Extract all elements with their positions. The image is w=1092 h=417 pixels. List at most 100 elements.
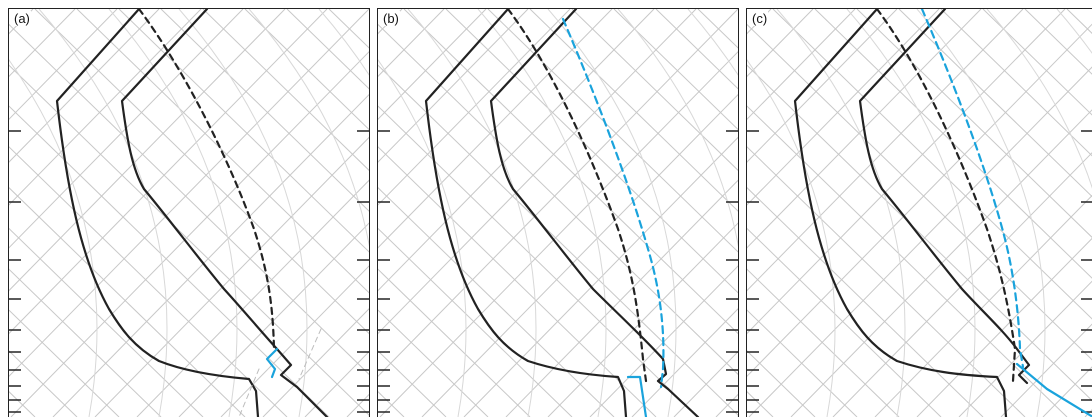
moist-adiabat-curve (687, 9, 738, 76)
isotherm-line (136, 179, 369, 417)
adiabat-line (655, 9, 738, 90)
faint-dashed-guide (298, 328, 322, 380)
isotherm-line (747, 9, 982, 249)
adiabat-line (378, 187, 615, 417)
isotherm-line (9, 9, 244, 249)
adiabat-line (9, 187, 246, 417)
adiabat-line (613, 9, 738, 131)
adiabat-line (747, 23, 1092, 361)
isotherm-line (378, 9, 445, 78)
adiabat-line (898, 9, 1092, 198)
isotherm-line (874, 194, 1092, 417)
temperature-profile (489, 9, 700, 417)
moist-adiabat-curve (916, 9, 1046, 417)
background-grid (378, 9, 738, 417)
moist-adiabat-curve (108, 9, 238, 417)
isotherm-line (547, 222, 738, 417)
isotherm-line (9, 9, 369, 377)
isotherm-line (631, 308, 738, 417)
panel-label-a: (a) (13, 11, 31, 26)
moist-adiabat-curve (747, 59, 836, 417)
adiabat-line (9, 268, 162, 417)
moist-adiabat-curve (477, 9, 607, 417)
adiabat-line (982, 9, 1092, 116)
isotherm-line (378, 9, 655, 292)
isotherm-line (9, 9, 286, 292)
panel-c: (c) (746, 8, 1092, 417)
moist-adiabat-curve (617, 9, 738, 417)
isotherm-line (378, 9, 738, 377)
adiabat-line (529, 9, 738, 212)
isotherm-line (378, 9, 571, 206)
parcel-path-dashed (506, 9, 648, 383)
isotherm-line (9, 9, 160, 163)
adiabat-line (9, 227, 204, 417)
adiabat-line (9, 309, 120, 417)
background-grid (9, 9, 369, 417)
isotherm-line (9, 9, 328, 335)
adiabat-line (487, 9, 738, 253)
adiabat-line (856, 9, 1092, 238)
adiabat-line (160, 9, 369, 212)
adiabat-line (244, 9, 369, 131)
dewpoint-profile (793, 9, 1008, 417)
dewpoint-profile (55, 9, 260, 417)
adiabat-line (747, 187, 984, 417)
adiabat-line (747, 391, 774, 417)
isotherm-line (378, 9, 529, 163)
adiabat-line (378, 105, 699, 417)
adiabat-line (747, 105, 1068, 417)
panel-label-b: (b) (382, 11, 400, 26)
panel-b: (b) (377, 8, 739, 417)
adiabat-line (378, 64, 738, 416)
adiabat-line (202, 9, 369, 171)
adiabat-line (747, 146, 1026, 417)
parcel-highlight-segment (626, 375, 648, 417)
isotherm-line (747, 9, 898, 163)
adiabat-line (378, 227, 573, 417)
adiabat-line (814, 9, 1092, 279)
isotherm-line (463, 136, 738, 417)
isotherm-line (379, 51, 738, 417)
isotherm-line (52, 93, 369, 417)
moist-adiabat-curve (776, 9, 906, 417)
moist-adiabat-curve (178, 9, 308, 417)
adiabat-line (9, 391, 36, 417)
isotherm-line (220, 265, 369, 417)
adiabat-line (403, 9, 738, 335)
isotherm-line (421, 93, 738, 417)
moist-adiabat-curve (248, 9, 369, 417)
isotherm-line (832, 152, 1092, 417)
adiabat-line (697, 9, 738, 49)
adiabat-line (328, 9, 369, 49)
isotherm-line (378, 9, 613, 249)
background-grid (747, 9, 1092, 417)
adiabat-line (747, 268, 900, 417)
parcel-path-dashed (875, 9, 1017, 383)
adiabat-line (378, 268, 531, 417)
isotherm-line (505, 179, 738, 417)
adiabat-line (118, 9, 369, 253)
adiabat-line (747, 309, 858, 417)
adiabat-line (378, 23, 738, 375)
isotherm-line (9, 9, 76, 78)
isotherm-line (178, 222, 369, 417)
adiabat-line (445, 9, 738, 294)
temperature-profile (120, 9, 329, 417)
sounding-diagram-a (9, 9, 369, 417)
moist-adiabat-curve (986, 9, 1092, 189)
adiabat-line (9, 64, 369, 416)
isotherm-line (10, 51, 369, 417)
moist-adiabat-curve (38, 9, 168, 417)
moist-adiabat-curve (9, 59, 98, 417)
moist-adiabat-curve (407, 9, 537, 417)
adiabat-line (378, 391, 405, 417)
adiabat-line (1024, 9, 1092, 75)
adiabat-line (747, 227, 942, 417)
adiabat-line (34, 9, 369, 335)
isotherm-line (9, 9, 118, 120)
isotherm-line (790, 109, 1092, 417)
isotherm-line (589, 265, 738, 417)
sounding-diagram-b (378, 9, 738, 417)
moist-adiabat-curve (547, 9, 677, 417)
